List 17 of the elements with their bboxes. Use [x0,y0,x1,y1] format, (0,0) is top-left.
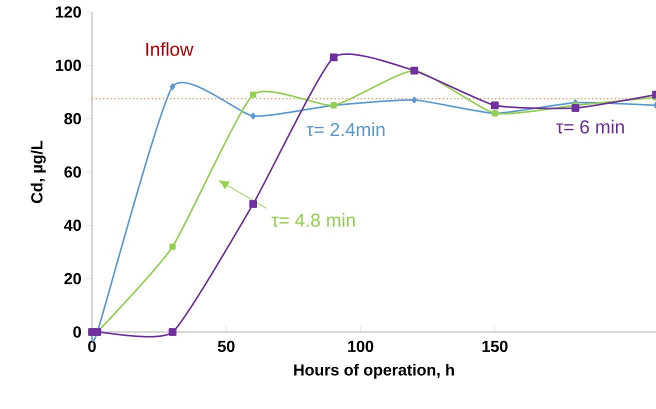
y-axis-title: Cd, µg/L [30,140,46,204]
x-tick-label: 100 [348,340,374,352]
series-label: τ= 6 min [556,120,624,134]
y-tick-label: 100 [56,60,81,71]
x-tick-label: 0 [88,340,96,352]
y-tick-label: 60 [64,166,81,178]
x-axis-title: Hours of operation, h [294,364,454,379]
y-tick-label: 120 [56,6,81,18]
y-tick-label: 20 [64,272,81,284]
y-tick-label: 40 [64,220,81,231]
text: τ= 4.8 min [272,213,355,227]
y-tick-label: 80 [64,112,81,124]
x-tick-label: 150 [482,340,508,352]
series-label: τ= 2.4min [306,122,384,136]
ref-line-label: Inflow [146,42,194,56]
x-tick-label: 50 [218,340,235,352]
y-tick-label: 0 [73,326,81,338]
